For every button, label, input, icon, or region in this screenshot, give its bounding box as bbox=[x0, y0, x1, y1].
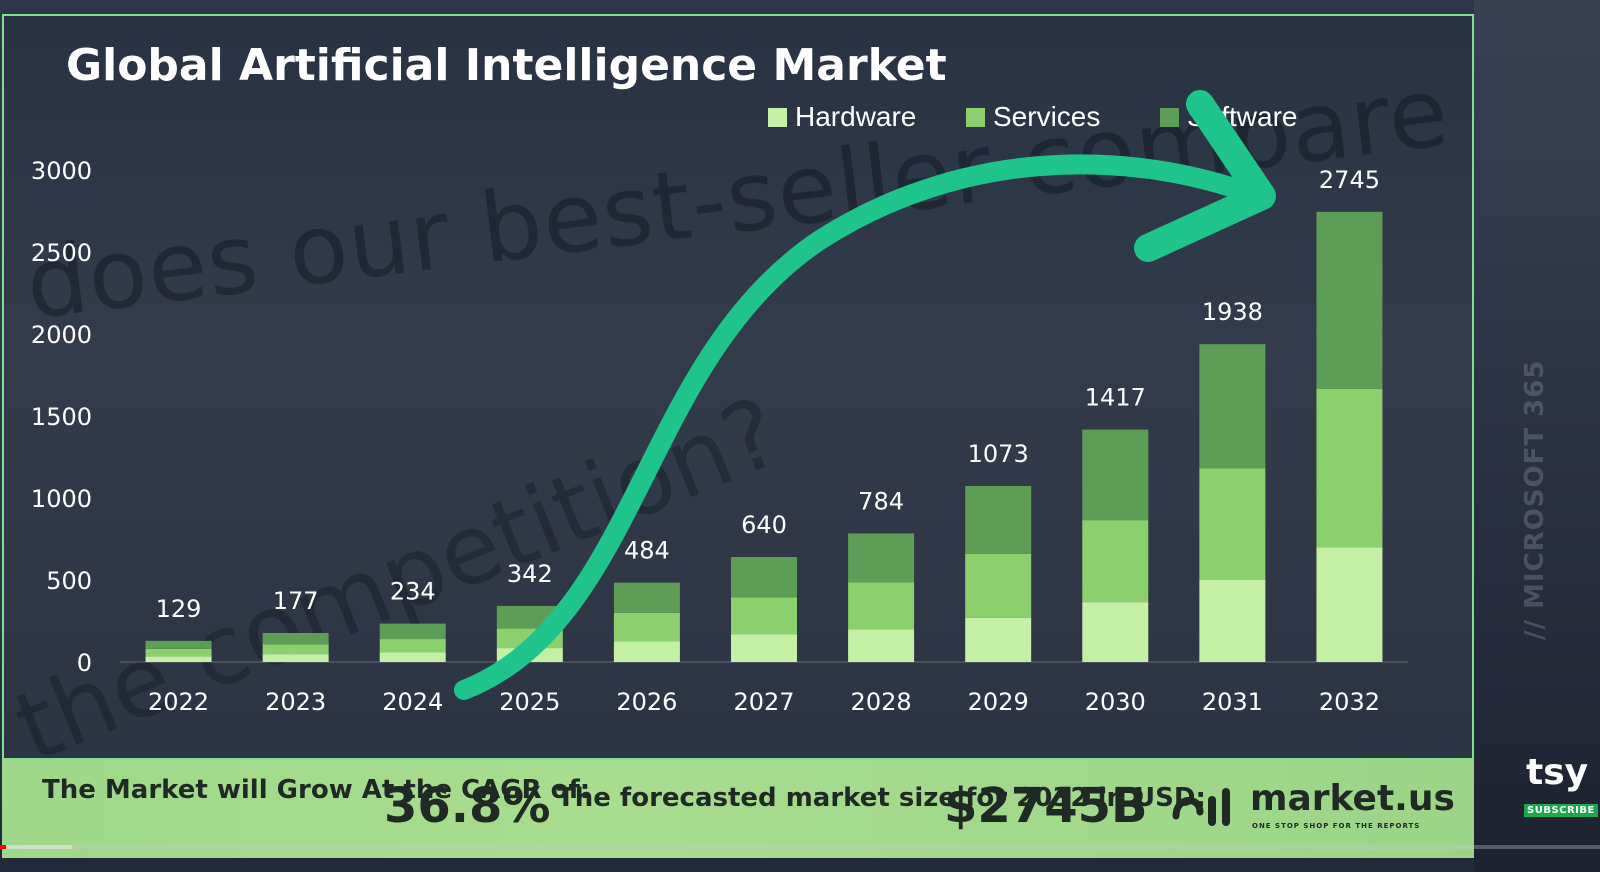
bar-total-label-2022: 129 bbox=[156, 595, 202, 623]
cagr-label: The Market will Grow At the CAGR of: bbox=[42, 775, 591, 805]
bar-hardware-2031 bbox=[1199, 580, 1266, 662]
x-tick-label-2024: 2024 bbox=[382, 688, 443, 716]
footer-banner: The Market will Grow At the CAGR of: 36.… bbox=[2, 760, 1474, 858]
bar-hardware-2027 bbox=[731, 634, 797, 662]
bar-software-2028 bbox=[848, 533, 915, 583]
bar-total-label-2025: 342 bbox=[507, 560, 553, 588]
bar-software-2023 bbox=[262, 632, 329, 645]
bar-services-2031 bbox=[1199, 468, 1266, 580]
brand-name: market.us bbox=[1250, 778, 1455, 819]
x-tick-label-2028: 2028 bbox=[851, 688, 912, 716]
bar-hardware-2032 bbox=[1316, 547, 1383, 662]
x-tick-label-2025: 2025 bbox=[499, 688, 560, 716]
bar-software-2026 bbox=[613, 582, 680, 613]
bar-total-label-2030: 1417 bbox=[1085, 384, 1146, 412]
brand-tagline: ONE STOP SHOP FOR THE REPORTS bbox=[1252, 822, 1421, 830]
legend-swatch-hardware bbox=[768, 107, 787, 127]
bar-software-2029 bbox=[965, 486, 1032, 554]
video-progress-bar[interactable] bbox=[0, 845, 1600, 849]
bar-total-label-2028: 784 bbox=[858, 487, 904, 515]
x-tick-label-2022: 2022 bbox=[148, 688, 209, 716]
cagr-value: 36.8% bbox=[384, 778, 551, 834]
bar-software-2032 bbox=[1316, 211, 1383, 389]
y-tick-label: 1500 bbox=[31, 403, 92, 431]
brand-logo: market.us ONE STOP SHOP FOR THE REPORTS bbox=[1170, 778, 1460, 838]
bar-services-2028 bbox=[848, 582, 915, 630]
y-tick-label: 2500 bbox=[31, 239, 92, 267]
bar-software-2027 bbox=[731, 557, 797, 598]
bar-services-2026 bbox=[613, 612, 680, 642]
bar-services-2029 bbox=[965, 553, 1032, 618]
legend-item-services: Services bbox=[966, 100, 1100, 134]
legend-swatch-services bbox=[966, 107, 985, 127]
bar-services-2023 bbox=[262, 644, 329, 655]
forecast-value: $2745B bbox=[944, 778, 1148, 834]
stacked-bar-chart: 0 500 1000 1500 2000 2500 3000 129 2022 177 2023 23… bbox=[31, 157, 1408, 716]
market-us-logo-icon bbox=[1172, 788, 1230, 826]
bar-hardware-2029 bbox=[965, 617, 1032, 662]
x-tick-label-2027: 2027 bbox=[733, 688, 794, 716]
forecast-label: The forecasted market size for 2032 in U… bbox=[557, 783, 1206, 813]
bar-software-2022 bbox=[145, 640, 212, 649]
bar-total-label-2026: 484 bbox=[624, 537, 670, 565]
bar-software-2030 bbox=[1082, 429, 1149, 521]
bar-hardware-2024 bbox=[379, 652, 446, 662]
bar-services-2024 bbox=[379, 639, 446, 653]
channel-name: tsy bbox=[1526, 752, 1589, 793]
progress-played bbox=[0, 845, 6, 849]
legend-label-hardware: Hardware bbox=[795, 101, 917, 132]
legend-item-hardware: Hardware bbox=[768, 100, 916, 134]
bar-services-2022 bbox=[145, 648, 212, 657]
bar-services-2027 bbox=[731, 597, 797, 635]
x-tick-label-2026: 2026 bbox=[616, 688, 677, 716]
legend-label-services: Services bbox=[993, 101, 1101, 132]
progress-buffered bbox=[0, 845, 72, 849]
bar-services-2025 bbox=[496, 628, 563, 649]
bar-software-2025 bbox=[496, 605, 563, 629]
video-side-strip bbox=[1474, 0, 1600, 872]
bar-total-label-2029: 1073 bbox=[968, 440, 1029, 468]
x-tick-label-2031: 2031 bbox=[1202, 688, 1263, 716]
bar-total-label-2031: 1938 bbox=[1202, 298, 1263, 326]
channel-watermark[interactable]: tsy SUBSCRIBE bbox=[1508, 752, 1598, 824]
chart-title: Global Artificial Intelligence Market bbox=[66, 40, 947, 91]
bar-total-label-2027: 640 bbox=[741, 511, 787, 539]
bar-hardware-2025 bbox=[496, 648, 563, 662]
bar-total-label-2023: 177 bbox=[273, 587, 319, 615]
y-tick-label: 500 bbox=[46, 567, 92, 595]
bar-hardware-2030 bbox=[1082, 602, 1149, 662]
bar-hardware-2022 bbox=[145, 656, 212, 662]
y-tick-label: 2000 bbox=[31, 321, 92, 349]
bar-hardware-2023 bbox=[262, 654, 329, 662]
y-tick-label: 1000 bbox=[31, 485, 92, 513]
bar-total-label-2024: 234 bbox=[390, 578, 436, 606]
bar-services-2030 bbox=[1082, 520, 1149, 603]
x-tick-label-2030: 2030 bbox=[1085, 688, 1146, 716]
bar-software-2024 bbox=[379, 623, 446, 640]
bar-hardware-2026 bbox=[613, 641, 680, 662]
y-tick-label: 0 bbox=[77, 649, 92, 677]
subscribe-button[interactable]: SUBSCRIBE bbox=[1524, 804, 1598, 817]
side-watermark-text: // MICROSOFT 365 bbox=[1520, 359, 1550, 640]
x-tick-label-2032: 2032 bbox=[1319, 688, 1380, 716]
y-tick-label: 3000 bbox=[31, 157, 92, 185]
x-tick-label-2029: 2029 bbox=[968, 688, 1029, 716]
bar-total-label-2032: 2745 bbox=[1319, 166, 1380, 194]
bar-services-2032 bbox=[1316, 388, 1383, 548]
x-tick-label-2023: 2023 bbox=[265, 688, 326, 716]
bar-software-2031 bbox=[1199, 344, 1266, 469]
bar-hardware-2028 bbox=[848, 629, 915, 662]
